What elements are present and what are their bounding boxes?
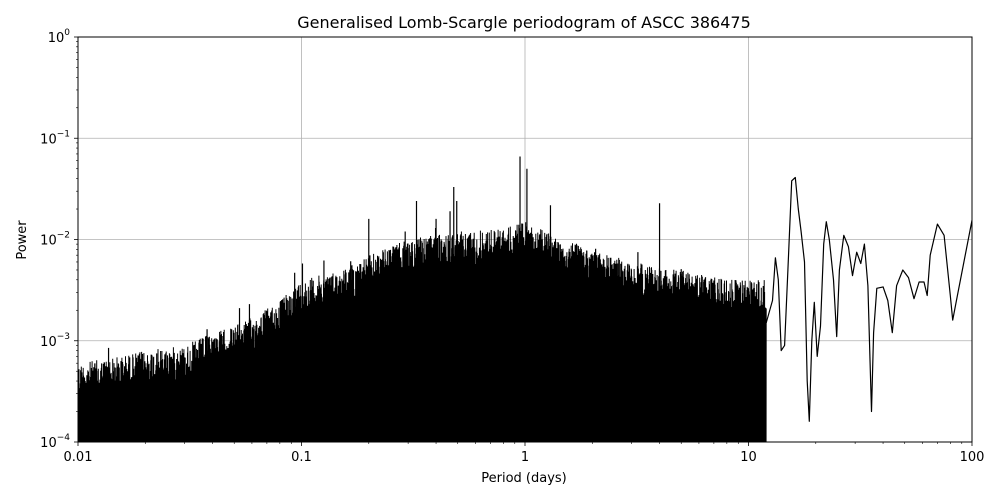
x-tick-label: 100 [960,450,985,465]
x-axis: 0.01 0.1 1 10 100 [64,442,985,465]
periodogram-long-period-curve [765,176,972,422]
y-tick-label: 10−4 [40,433,70,451]
x-tick-label: 0.1 [291,450,312,465]
y-axis-label: Power [15,220,30,260]
y-tick-label: 100 [48,28,71,46]
periodogram-noise-trace [78,222,767,442]
y-axis: 10−4 10−3 10−2 10−1 100 [40,28,78,451]
data-series-periodogram [78,156,972,442]
x-tick-label: 0.01 [64,450,93,465]
y-tick-label: 10−1 [40,129,70,147]
x-tick-label: 10 [740,450,757,465]
y-tick-label: 10−2 [40,231,70,249]
x-axis-label: Period (days) [481,471,567,486]
x-tick-label: 1 [521,450,529,465]
chart-title: Generalised Lomb-Scargle periodogram of … [297,13,751,32]
y-tick-label: 10−3 [40,332,70,350]
